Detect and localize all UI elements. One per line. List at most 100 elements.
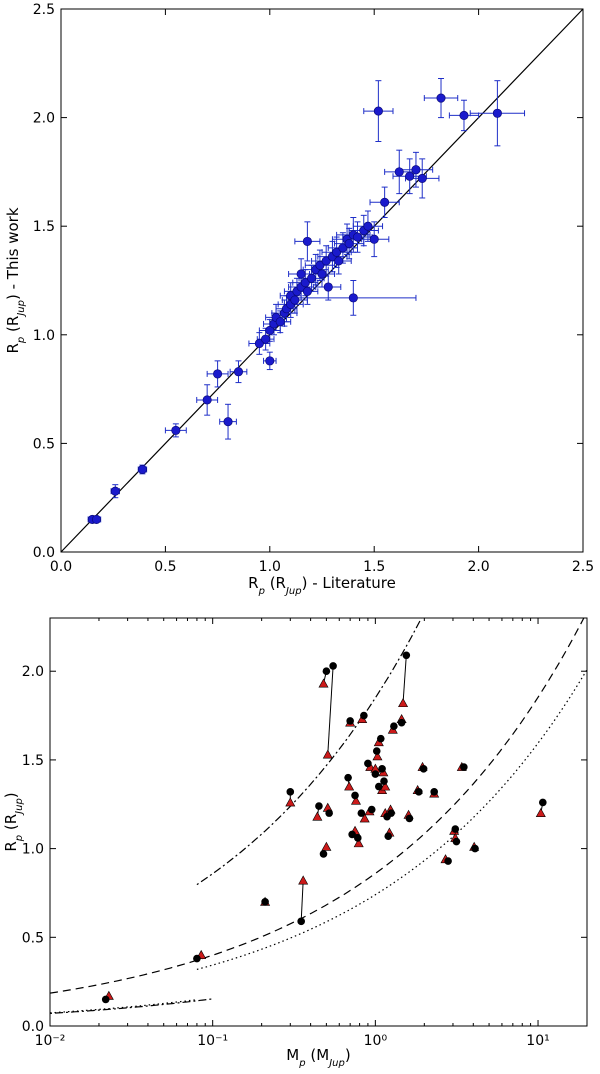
data-point-5 bbox=[202, 395, 212, 405]
literature-point-7 bbox=[318, 678, 329, 688]
literature-point-4 bbox=[298, 875, 309, 885]
this-work-point-5 bbox=[315, 802, 323, 810]
y-tick-label: 2.5 bbox=[33, 2, 55, 18]
this-work-point-0 bbox=[101, 995, 110, 1004]
y-tick-label: 1.0 bbox=[22, 842, 44, 858]
pair-link bbox=[327, 665, 334, 755]
data-point-24 bbox=[300, 278, 310, 288]
pair-link bbox=[402, 655, 407, 704]
x-tick-label: 0.0 bbox=[50, 559, 72, 575]
literature-point-40 bbox=[535, 808, 546, 818]
isodensity-low-curve-tail bbox=[50, 998, 213, 1014]
this-work-point-33 bbox=[419, 764, 428, 773]
data-point-20 bbox=[290, 295, 300, 305]
data-point-44 bbox=[369, 234, 379, 244]
data-point-3 bbox=[137, 464, 147, 475]
this-work-point-16 bbox=[360, 711, 368, 720]
isodensity-high-curve-tail bbox=[50, 999, 197, 1014]
this-work-point-2 bbox=[261, 898, 269, 906]
this-work-point-22 bbox=[376, 734, 385, 743]
literature-point-9 bbox=[322, 749, 333, 759]
data-point-35 bbox=[334, 256, 344, 266]
data-point-36 bbox=[338, 243, 348, 253]
this-work-point-12 bbox=[348, 830, 356, 839]
data-point-47 bbox=[394, 167, 404, 177]
y-axis-label: Rp (RJup) - This work bbox=[4, 207, 27, 353]
data-point-8 bbox=[233, 367, 244, 377]
this-work-point-8 bbox=[325, 809, 333, 817]
x-tick-label: 10¹ bbox=[526, 1033, 549, 1049]
this-work-point-10 bbox=[344, 773, 352, 782]
literature-point-10 bbox=[344, 781, 355, 791]
data-point-52 bbox=[459, 110, 469, 120]
this-work-point-11 bbox=[346, 717, 354, 725]
literature-point-20 bbox=[372, 751, 383, 761]
this-work-point-9 bbox=[329, 662, 337, 670]
literature-point-13 bbox=[350, 795, 361, 805]
this-work-point-20 bbox=[372, 747, 381, 755]
data-point-23 bbox=[296, 269, 306, 279]
data-point-46 bbox=[380, 197, 390, 207]
this-work-point-28 bbox=[390, 722, 398, 731]
data-point-12 bbox=[265, 325, 275, 336]
this-work-point-15 bbox=[357, 809, 366, 817]
this-work-point-18 bbox=[367, 805, 376, 814]
isodensity-high-curve bbox=[196, 669, 587, 970]
literature-point-6 bbox=[321, 841, 332, 851]
y-tick-label: 0.5 bbox=[33, 436, 55, 452]
plot1-frame bbox=[60, 8, 584, 553]
data-point-10 bbox=[261, 334, 271, 344]
y-tick-label: 0.0 bbox=[33, 545, 55, 561]
this-work-point-3 bbox=[286, 788, 295, 796]
data-point-41 bbox=[352, 232, 363, 242]
this-work-point-26 bbox=[384, 832, 393, 840]
data-point-15 bbox=[275, 317, 285, 327]
data-point-45 bbox=[373, 106, 383, 116]
this-work-point-31 bbox=[405, 814, 414, 823]
literature-point-5 bbox=[312, 811, 323, 821]
this-work-point-36 bbox=[451, 825, 460, 833]
data-point-49 bbox=[411, 165, 421, 175]
x-tick-label: 0.5 bbox=[154, 559, 176, 575]
this-work-point-4 bbox=[297, 917, 305, 926]
this-work-point-27 bbox=[387, 809, 395, 817]
x-tick-label: 1.0 bbox=[259, 559, 281, 575]
y-tick-label: 0.5 bbox=[22, 930, 44, 946]
data-point-6 bbox=[213, 369, 223, 379]
this-work-point-40 bbox=[539, 798, 547, 807]
this-work-point-38 bbox=[460, 763, 468, 771]
data-point-43 bbox=[363, 221, 373, 231]
y-tick-label: 1.5 bbox=[33, 219, 55, 235]
data-point-7 bbox=[223, 417, 233, 427]
data-point-11 bbox=[265, 356, 275, 366]
x-tick-label: 10⁰ bbox=[364, 1033, 388, 1049]
this-work-point-24 bbox=[380, 777, 388, 785]
data-point-34 bbox=[332, 247, 342, 257]
y-tick-label: 0.0 bbox=[22, 1019, 44, 1035]
data-point-51 bbox=[436, 93, 446, 103]
y-tick-label: 2.0 bbox=[22, 664, 44, 680]
y-tick-label: 1.5 bbox=[22, 753, 44, 769]
comparison-plot: 0.0 0.5 1.0 1.5 2.0 2.5 0.0 0.5 1.0 1.5 2.0 2.5 Rp (… bbox=[4, 2, 594, 597]
literature-point-24 bbox=[380, 781, 391, 791]
this-work-point-19 bbox=[371, 770, 380, 778]
this-work-point-6 bbox=[319, 850, 328, 858]
y-tick-label: 2.0 bbox=[33, 111, 55, 127]
this-work-point-37 bbox=[452, 837, 461, 846]
data-point-48 bbox=[405, 171, 415, 181]
plot2-curves bbox=[50, 618, 587, 1014]
y-tick-label: 1.0 bbox=[33, 328, 55, 344]
x-tick-label: 10⁻¹ bbox=[197, 1033, 228, 1049]
data-point-32 bbox=[323, 282, 333, 292]
data-point-31 bbox=[321, 256, 331, 266]
this-work-point-39 bbox=[471, 844, 479, 853]
isodensity-low-curve bbox=[196, 618, 423, 886]
x-tick-label: 2.5 bbox=[572, 559, 594, 575]
this-work-point-23 bbox=[378, 764, 386, 773]
x-tick-label: 10⁻² bbox=[35, 1033, 66, 1049]
this-work-point-34 bbox=[430, 788, 438, 796]
this-work-point-32 bbox=[415, 788, 423, 796]
this-work-point-35 bbox=[444, 857, 452, 865]
data-point-27 bbox=[307, 273, 317, 283]
